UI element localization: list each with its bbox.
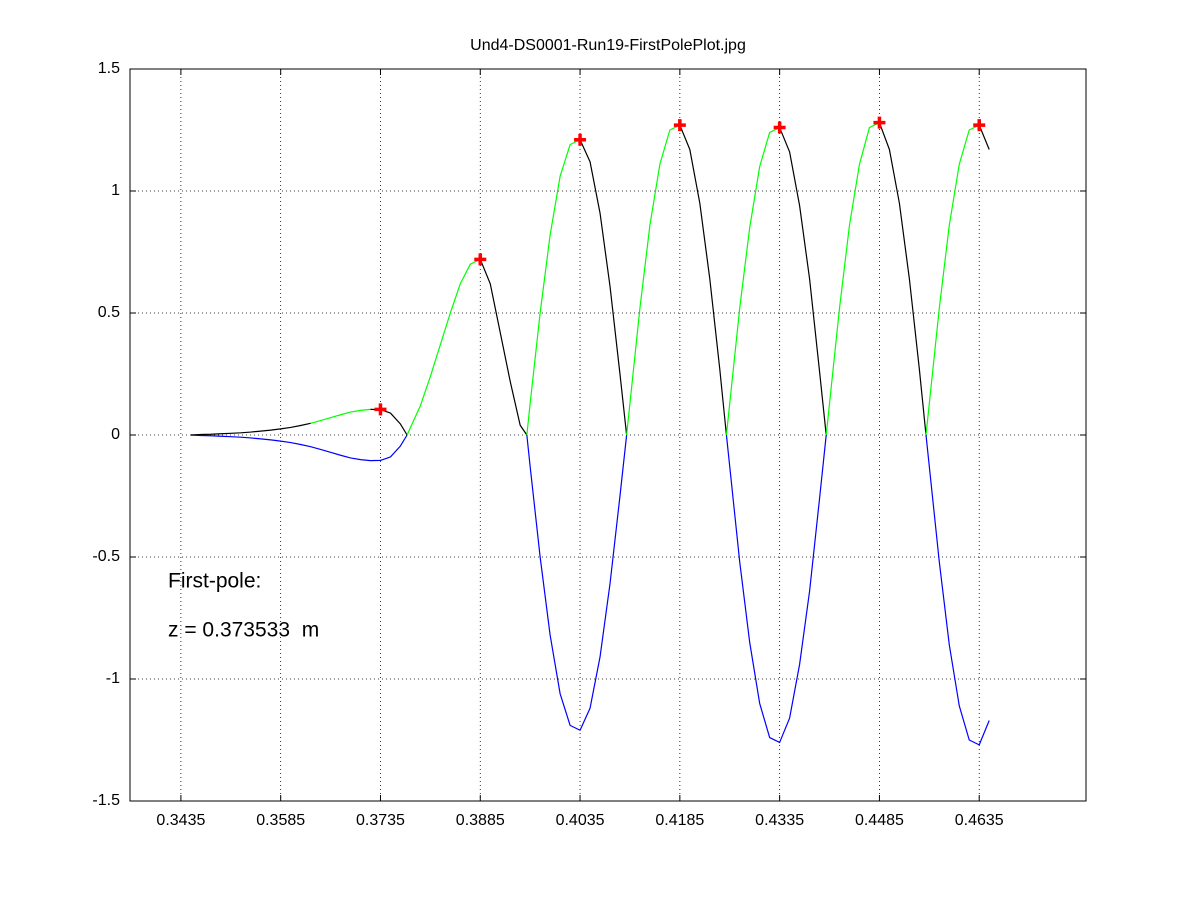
- y-tick-label: 0: [111, 426, 120, 443]
- x-tick-label: 0.3735: [356, 812, 405, 829]
- peak-marker: [973, 119, 986, 132]
- peak-marker: [673, 119, 686, 132]
- x-tick-label: 0.3585: [256, 812, 305, 829]
- x-tick-label: 0.4035: [556, 812, 605, 829]
- y-tick-label: 1.5: [98, 60, 120, 77]
- plot-frame: [129, 68, 1087, 802]
- x-tick-label: 0.3885: [456, 812, 505, 829]
- curve: [190, 434, 990, 746]
- curve: [190, 122, 990, 436]
- y-tick-label: -0.5: [92, 548, 120, 565]
- peak-marker: [474, 253, 487, 266]
- y-tick-label: -1.5: [92, 792, 120, 809]
- x-tick-label: 0.4185: [655, 812, 704, 829]
- x-tick-label: 0.4635: [955, 812, 1004, 829]
- curve: [310, 122, 980, 436]
- chart-title: Und4-DS0001-Run19-FirstPolePlot.jpg: [470, 37, 746, 54]
- annotation: z = 0.373533 m: [168, 619, 319, 642]
- annotation: First-pole:: [168, 570, 261, 593]
- y-tick-label: 0.5: [98, 304, 120, 321]
- y-tick-label: -1: [106, 670, 120, 687]
- x-tick-label: 0.4335: [755, 812, 804, 829]
- peak-marker: [574, 133, 587, 146]
- x-tick-label: 0.3435: [156, 812, 205, 829]
- x-tick-label: 0.4485: [855, 812, 904, 829]
- peak-marker: [374, 403, 387, 416]
- y-tick-label: 1: [111, 182, 120, 199]
- peak-marker: [873, 116, 886, 129]
- peak-marker: [773, 121, 786, 134]
